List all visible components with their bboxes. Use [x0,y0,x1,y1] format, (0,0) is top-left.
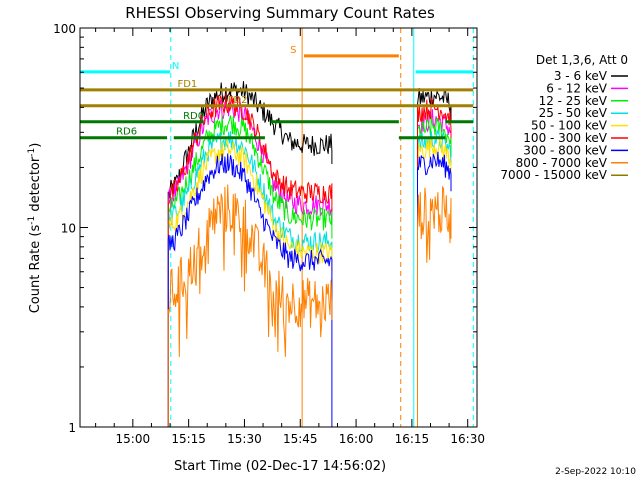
x-tick-label: 15:15 [171,432,206,446]
series-line-2-part-1 [167,99,333,427]
flag-label-fd2: FD2 [228,95,248,106]
legend-label: 3 - 6 keV [554,69,608,83]
x-axis: 15:00 15:15 15:30 15:45 16:00 16:15 16:30 [95,28,485,446]
legend-header: Det 1,3,6, Att 0 [536,53,628,67]
chart-title: RHESSI Observing Summary Count Rates [125,4,435,22]
series-line-7-part-1 [167,153,333,427]
y-axis-label-exponent-2: -1 [27,148,37,157]
y-tick-label: 100 [53,22,76,36]
legend-label: 50 - 100 keV [531,119,608,133]
flag-label-fd1: FD1 [177,79,197,90]
series-line-1-part-2 [417,88,452,427]
x-tick-label: 15:30 [227,432,262,446]
series-line-7-part-2 [417,151,452,427]
y-axis-label: Count Rate (s-1 detector-1) [27,143,43,314]
x-tick-label: 16:30 [450,432,485,446]
series-line-6-part-1 [167,93,333,427]
plot-area: N S FD1 FD2 RD0 RD6 [79,28,474,427]
y-tick-label: 1 [68,421,76,435]
legend-label: 7000 - 15000 keV [500,168,607,182]
y-axis-label-end: ) [28,143,43,148]
legend-label: 12 - 25 keV [539,94,608,108]
series-line-5-part-2 [417,136,452,427]
y-axis-label-middle: detector [28,156,43,216]
flag-label-rd0: RD0 [183,111,204,122]
x-tick-label: 15:00 [116,432,151,446]
series-line-4-part-1 [167,131,333,427]
legend-label: 100 - 300 keV [523,131,607,145]
series-line-3-part-1 [167,114,333,427]
legend-label: 25 - 50 keV [539,106,608,120]
x-axis-label: Start Time (02-Dec-17 14:56:02) [174,459,386,474]
series-line-3-part-2 [417,116,452,427]
y-axis: 1 10 100 [53,22,477,435]
flag-label-n: N [172,61,179,72]
footer-timestamp: 2-Sep-2022 10:10 [555,467,636,477]
x-tick-label: 16:15 [395,432,430,446]
series-line-8-part-1 [167,184,333,427]
flag-label-s: S [290,45,296,56]
y-axis-label-exponent: -1 [27,216,37,225]
y-tick-label: 10 [61,222,76,236]
legend-label: 300 - 800 keV [523,143,607,157]
series-line-5-part-1 [167,139,333,427]
x-tick-label: 15:45 [283,432,318,446]
legend-label: 6 - 12 keV [546,81,608,95]
x-tick-label: 16:00 [339,432,374,446]
y-axis-label-main: Count Rate (s [28,225,43,314]
series-line-8-part-2 [417,185,452,427]
legend-label: 800 - 7000 keV [516,156,608,170]
flag-label-rd6: RD6 [116,127,137,138]
